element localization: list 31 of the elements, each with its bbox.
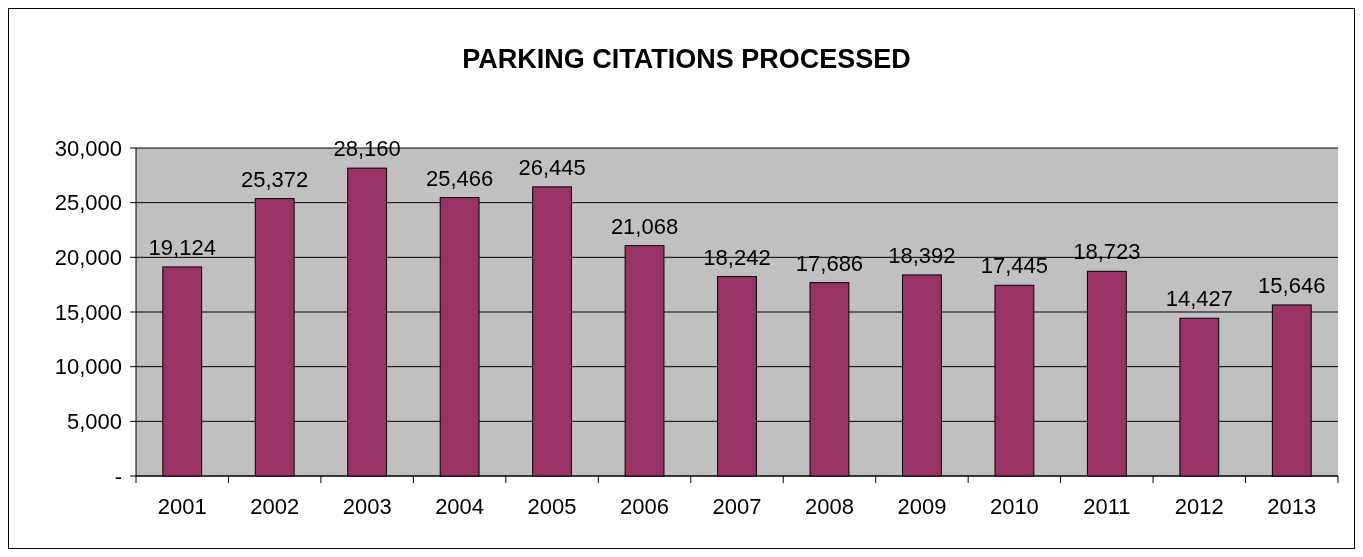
data-label: 26,445 xyxy=(518,154,586,180)
data-label: 17,445 xyxy=(980,253,1049,279)
x-tick-label: 2011 xyxy=(1083,494,1131,519)
x-tick-label: 2009 xyxy=(897,494,947,519)
data-label: 25,466 xyxy=(425,165,494,191)
data-label: 14,427 xyxy=(1165,286,1233,312)
data-label: 28,160 xyxy=(333,136,401,162)
y-tick-label: 30,000 xyxy=(54,135,122,161)
x-tick-label: 2002 xyxy=(250,494,300,519)
data-label: 17,686 xyxy=(795,250,864,276)
y-tick-label: 10,000 xyxy=(54,354,122,380)
x-tick-label: 2012 xyxy=(1174,494,1224,519)
x-tick-label: 2005 xyxy=(527,494,577,519)
data-label: 21,068 xyxy=(610,213,679,239)
x-tick-label: 2008 xyxy=(804,494,854,519)
data-label: 15,646 xyxy=(1258,272,1326,298)
y-tick-label: 5,000 xyxy=(66,409,122,435)
y-tick-label: 25,000 xyxy=(54,190,122,216)
x-tick-label: 2010 xyxy=(989,494,1039,519)
data-label: 19,124 xyxy=(148,234,216,260)
x-tick-label: 2004 xyxy=(435,494,485,519)
x-tick-label: 2006 xyxy=(620,494,670,519)
x-tick-label: 2003 xyxy=(342,494,392,519)
chart-title: PARKING CITATIONS PROCESSED xyxy=(462,44,911,74)
x-tick-label: 2013 xyxy=(1267,494,1317,519)
y-tick-label: 20,000 xyxy=(54,245,122,271)
y-tick-label: - xyxy=(114,463,122,489)
y-tick-label: 15,000 xyxy=(54,299,122,325)
x-tick-label: 2001 xyxy=(157,494,207,519)
x-tick-label: 2007 xyxy=(712,494,762,519)
data-label: 25,372 xyxy=(241,166,309,192)
